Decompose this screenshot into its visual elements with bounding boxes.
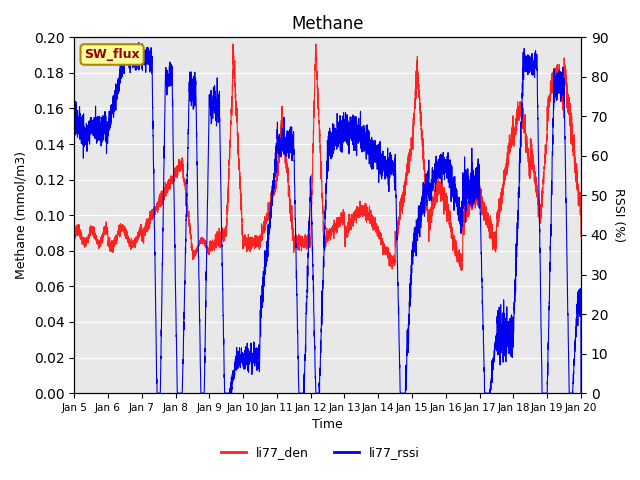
li77_rssi: [135, 40, 143, 46]
li77_den: [487, 230, 495, 236]
li77_rssi: [153, 390, 161, 396]
li77_rssi: [70, 120, 78, 126]
Legend: li77_den, li77_rssi: li77_den, li77_rssi: [216, 441, 424, 464]
Title: Methane: Methane: [291, 15, 364, 33]
li77_den: [458, 267, 466, 273]
Y-axis label: Methane (mmol/m3): Methane (mmol/m3): [15, 151, 28, 279]
li77_den: [449, 234, 456, 240]
li77_rssi: [163, 74, 170, 80]
li77_rssi: [400, 390, 408, 396]
li77_den: [312, 41, 320, 47]
li77_rssi: [487, 379, 495, 385]
li77_den: [163, 192, 170, 198]
li77_den: [70, 229, 78, 235]
li77_rssi: [374, 141, 382, 147]
li77_rssi: [577, 390, 585, 396]
li77_rssi: [449, 175, 456, 181]
Line: li77_rssi: li77_rssi: [74, 43, 581, 393]
li77_rssi: [264, 240, 272, 245]
Line: li77_den: li77_den: [74, 44, 581, 270]
Text: SW_flux: SW_flux: [84, 48, 140, 61]
Y-axis label: RSSI (%): RSSI (%): [612, 188, 625, 242]
li77_den: [400, 190, 408, 195]
li77_den: [374, 229, 382, 235]
li77_den: [577, 234, 585, 240]
li77_den: [264, 216, 271, 222]
X-axis label: Time: Time: [312, 419, 343, 432]
